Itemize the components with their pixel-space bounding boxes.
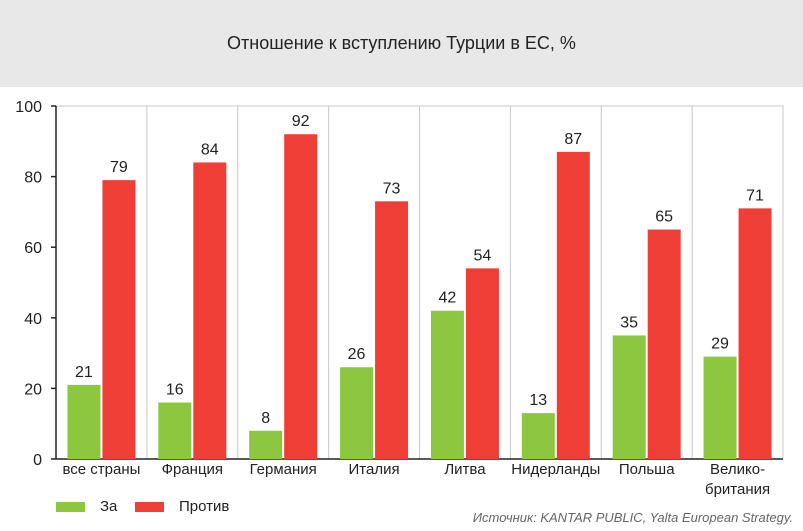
data-label: 73 — [383, 180, 401, 197]
bar-protiv — [102, 180, 136, 459]
data-label: 54 — [474, 247, 492, 264]
data-label: 35 — [620, 314, 638, 331]
bar-za — [521, 413, 555, 459]
legend-item: Против — [135, 498, 229, 515]
y-tick-label: 40 — [24, 311, 42, 328]
data-label: 26 — [348, 346, 366, 363]
bar-za — [67, 384, 101, 459]
bar-za — [612, 335, 646, 459]
chart-title: Отношение к вступлению Турции в ЕС, % — [227, 33, 576, 53]
x-tick-label: Франция — [162, 461, 223, 478]
bar-protiv — [556, 151, 590, 459]
data-label: 13 — [529, 392, 547, 409]
bar-za — [340, 367, 374, 459]
y-tick-label: 20 — [24, 381, 42, 398]
x-tick-label: Литва — [444, 461, 486, 478]
data-label: 42 — [439, 290, 457, 307]
data-label: 71 — [746, 187, 764, 204]
x-tick-label: Велико- — [710, 461, 765, 478]
x-tick-label: Нидерланды — [511, 461, 600, 478]
bar-za — [430, 310, 464, 459]
y-tick-label: 60 — [24, 240, 42, 257]
bar-za — [703, 356, 737, 459]
x-tick-label: Польша — [619, 461, 675, 478]
bar-protiv — [375, 201, 409, 459]
legend-swatch — [56, 501, 85, 512]
data-label: 87 — [564, 131, 582, 148]
bar-za — [249, 430, 283, 459]
data-label: 21 — [75, 364, 93, 381]
legend-label: Против — [179, 498, 230, 515]
bar-protiv — [647, 229, 681, 459]
data-label: 84 — [201, 141, 219, 158]
data-label: 8 — [261, 410, 270, 427]
bar-protiv — [465, 268, 499, 459]
bar-protiv — [284, 134, 318, 460]
legend-label: За — [100, 498, 118, 515]
data-label: 29 — [711, 336, 729, 353]
data-label: 16 — [166, 382, 184, 399]
bar-chart: 0 20 40 60 80 100 21 79 все страны 16 84 Франция 8 92… — [15, 99, 784, 497]
bar-protiv — [193, 162, 227, 460]
data-label: 65 — [655, 209, 673, 226]
x-tick-label: Германия — [250, 461, 317, 478]
y-tick-label: 0 — [33, 452, 42, 469]
legend-item: За — [56, 498, 117, 515]
chart-header — [0, 0, 803, 87]
x-tick-label: британия — [705, 481, 770, 497]
bar-protiv — [738, 208, 772, 459]
x-tick-label: все страны — [62, 461, 140, 478]
source-note: Источник: KANTAR PUBLIC, Yalta European … — [472, 510, 793, 525]
bar-za — [158, 402, 192, 459]
legend-swatch — [135, 501, 164, 512]
y-tick-label: 100 — [15, 99, 42, 116]
data-label: 79 — [110, 159, 128, 176]
y-tick-label: 80 — [24, 170, 42, 187]
x-tick-label: Италия — [349, 461, 400, 478]
data-label: 92 — [292, 113, 310, 130]
